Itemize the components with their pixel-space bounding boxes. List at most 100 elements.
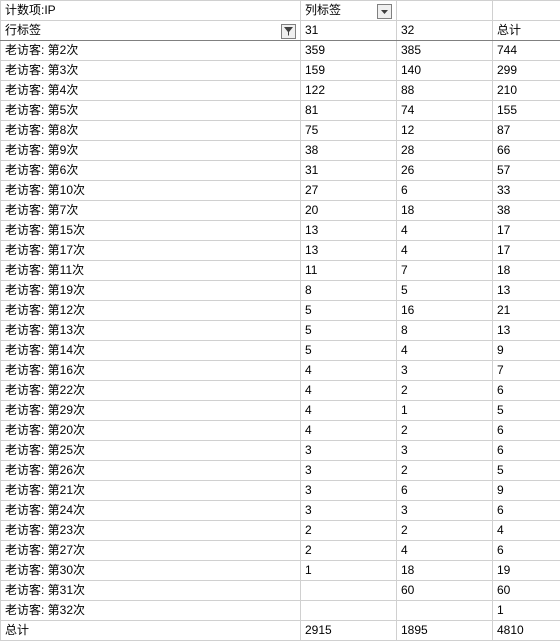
cell-c31: 122 bbox=[301, 81, 397, 101]
row-label[interactable]: 老访客: 第32次 bbox=[1, 601, 301, 621]
column-header-31[interactable]: 31 bbox=[301, 21, 397, 41]
row-label[interactable]: 老访客: 第20次 bbox=[1, 421, 301, 441]
cell-total: 33 bbox=[493, 181, 560, 201]
cell-c32: 3 bbox=[397, 501, 493, 521]
row-label[interactable]: 老访客: 第13次 bbox=[1, 321, 301, 341]
cell-c31: 31 bbox=[301, 161, 397, 181]
column-filter-dropdown-icon[interactable] bbox=[377, 4, 392, 19]
table-row: 老访客: 第10次27633 bbox=[1, 181, 560, 201]
row-label[interactable]: 老访客: 第17次 bbox=[1, 241, 301, 261]
table-row: 老访客: 第29次415 bbox=[1, 401, 560, 421]
table-row: 老访客: 第13次5813 bbox=[1, 321, 560, 341]
cell-total: 1 bbox=[493, 601, 560, 621]
column-label-text: 列标签 bbox=[305, 2, 341, 19]
column-header-32[interactable]: 32 bbox=[397, 21, 493, 41]
cell-c31: 27 bbox=[301, 181, 397, 201]
table-row: 老访客: 第22次426 bbox=[1, 381, 560, 401]
row-label[interactable]: 老访客: 第25次 bbox=[1, 441, 301, 461]
row-label[interactable]: 老访客: 第31次 bbox=[1, 581, 301, 601]
cell-c32: 18 bbox=[397, 201, 493, 221]
cell-c31: 8 bbox=[301, 281, 397, 301]
cell-total: 17 bbox=[493, 221, 560, 241]
row-label[interactable]: 老访客: 第8次 bbox=[1, 121, 301, 141]
row-label[interactable]: 老访客: 第24次 bbox=[1, 501, 301, 521]
table-row: 老访客: 第26次325 bbox=[1, 461, 560, 481]
row-label[interactable]: 老访客: 第26次 bbox=[1, 461, 301, 481]
table-row: 老访客: 第5次8174155 bbox=[1, 101, 560, 121]
cell-c32: 385 bbox=[397, 41, 493, 61]
table-row: 老访客: 第14次549 bbox=[1, 341, 560, 361]
table-row: 老访客: 第24次336 bbox=[1, 501, 560, 521]
cell-total: 6 bbox=[493, 541, 560, 561]
cell-c31: 4 bbox=[301, 401, 397, 421]
cell-c32: 6 bbox=[397, 181, 493, 201]
cell-c32: 140 bbox=[397, 61, 493, 81]
table-row: 老访客: 第9次382866 bbox=[1, 141, 560, 161]
cell-c31: 2 bbox=[301, 541, 397, 561]
cell-c31: 5 bbox=[301, 301, 397, 321]
table-row: 老访客: 第32次 1 bbox=[1, 601, 560, 621]
row-label-cell: 行标签 bbox=[1, 21, 301, 41]
table-row: 老访客: 第2次359385744 bbox=[1, 41, 560, 61]
grand-total-c31: 2915 bbox=[301, 621, 397, 641]
cell-c32: 8 bbox=[397, 321, 493, 341]
row-label[interactable]: 老访客: 第14次 bbox=[1, 341, 301, 361]
cell-c32: 4 bbox=[397, 241, 493, 261]
row-label[interactable]: 老访客: 第16次 bbox=[1, 361, 301, 381]
row-label[interactable]: 老访客: 第10次 bbox=[1, 181, 301, 201]
cell-total: 210 bbox=[493, 81, 560, 101]
table-row: 老访客: 第30次11819 bbox=[1, 561, 560, 581]
row-label[interactable]: 老访客: 第21次 bbox=[1, 481, 301, 501]
row-label[interactable]: 老访客: 第30次 bbox=[1, 561, 301, 581]
cell-total: 18 bbox=[493, 261, 560, 281]
row-label[interactable]: 老访客: 第2次 bbox=[1, 41, 301, 61]
row-label[interactable]: 老访客: 第4次 bbox=[1, 81, 301, 101]
cell-c32: 28 bbox=[397, 141, 493, 161]
cell-total: 6 bbox=[493, 421, 560, 441]
cell-total: 4 bbox=[493, 521, 560, 541]
cell-c32: 6 bbox=[397, 481, 493, 501]
row-label[interactable]: 老访客: 第5次 bbox=[1, 101, 301, 121]
row-label[interactable]: 老访客: 第7次 bbox=[1, 201, 301, 221]
cell-c32: 2 bbox=[397, 421, 493, 441]
table-row: 老访客: 第31次6060 bbox=[1, 581, 560, 601]
column-header-total: 总计 bbox=[493, 21, 560, 41]
row-label[interactable]: 老访客: 第15次 bbox=[1, 221, 301, 241]
cell-total: 19 bbox=[493, 561, 560, 581]
cell-c32: 5 bbox=[397, 281, 493, 301]
cell-total: 57 bbox=[493, 161, 560, 181]
row-label[interactable]: 老访客: 第6次 bbox=[1, 161, 301, 181]
empty-cell bbox=[493, 1, 560, 21]
row-label[interactable]: 老访客: 第3次 bbox=[1, 61, 301, 81]
cell-c31: 3 bbox=[301, 481, 397, 501]
row-filter-funnel-icon[interactable] bbox=[281, 24, 296, 39]
row-label[interactable]: 老访客: 第19次 bbox=[1, 281, 301, 301]
grand-total-total: 4810 bbox=[493, 621, 560, 641]
table-row: 老访客: 第15次13417 bbox=[1, 221, 560, 241]
cell-total: 155 bbox=[493, 101, 560, 121]
row-label[interactable]: 老访客: 第29次 bbox=[1, 401, 301, 421]
cell-total: 5 bbox=[493, 461, 560, 481]
cell-total: 6 bbox=[493, 501, 560, 521]
table-row: 老访客: 第25次336 bbox=[1, 441, 560, 461]
cell-c32: 60 bbox=[397, 581, 493, 601]
row-label[interactable]: 老访客: 第22次 bbox=[1, 381, 301, 401]
row-label[interactable]: 老访客: 第23次 bbox=[1, 521, 301, 541]
cell-total: 299 bbox=[493, 61, 560, 81]
pivot-title: 计数项:IP bbox=[1, 1, 301, 21]
cell-c32: 3 bbox=[397, 361, 493, 381]
cell-c32 bbox=[397, 601, 493, 621]
cell-total: 6 bbox=[493, 441, 560, 461]
row-label[interactable]: 老访客: 第27次 bbox=[1, 541, 301, 561]
cell-total: 744 bbox=[493, 41, 560, 61]
cell-c31: 3 bbox=[301, 501, 397, 521]
cell-total: 66 bbox=[493, 141, 560, 161]
cell-total: 7 bbox=[493, 361, 560, 381]
cell-c31: 3 bbox=[301, 441, 397, 461]
row-label[interactable]: 老访客: 第11次 bbox=[1, 261, 301, 281]
table-row: 老访客: 第27次246 bbox=[1, 541, 560, 561]
row-label[interactable]: 老访客: 第12次 bbox=[1, 301, 301, 321]
row-label[interactable]: 老访客: 第9次 bbox=[1, 141, 301, 161]
cell-c31: 159 bbox=[301, 61, 397, 81]
cell-total: 9 bbox=[493, 481, 560, 501]
